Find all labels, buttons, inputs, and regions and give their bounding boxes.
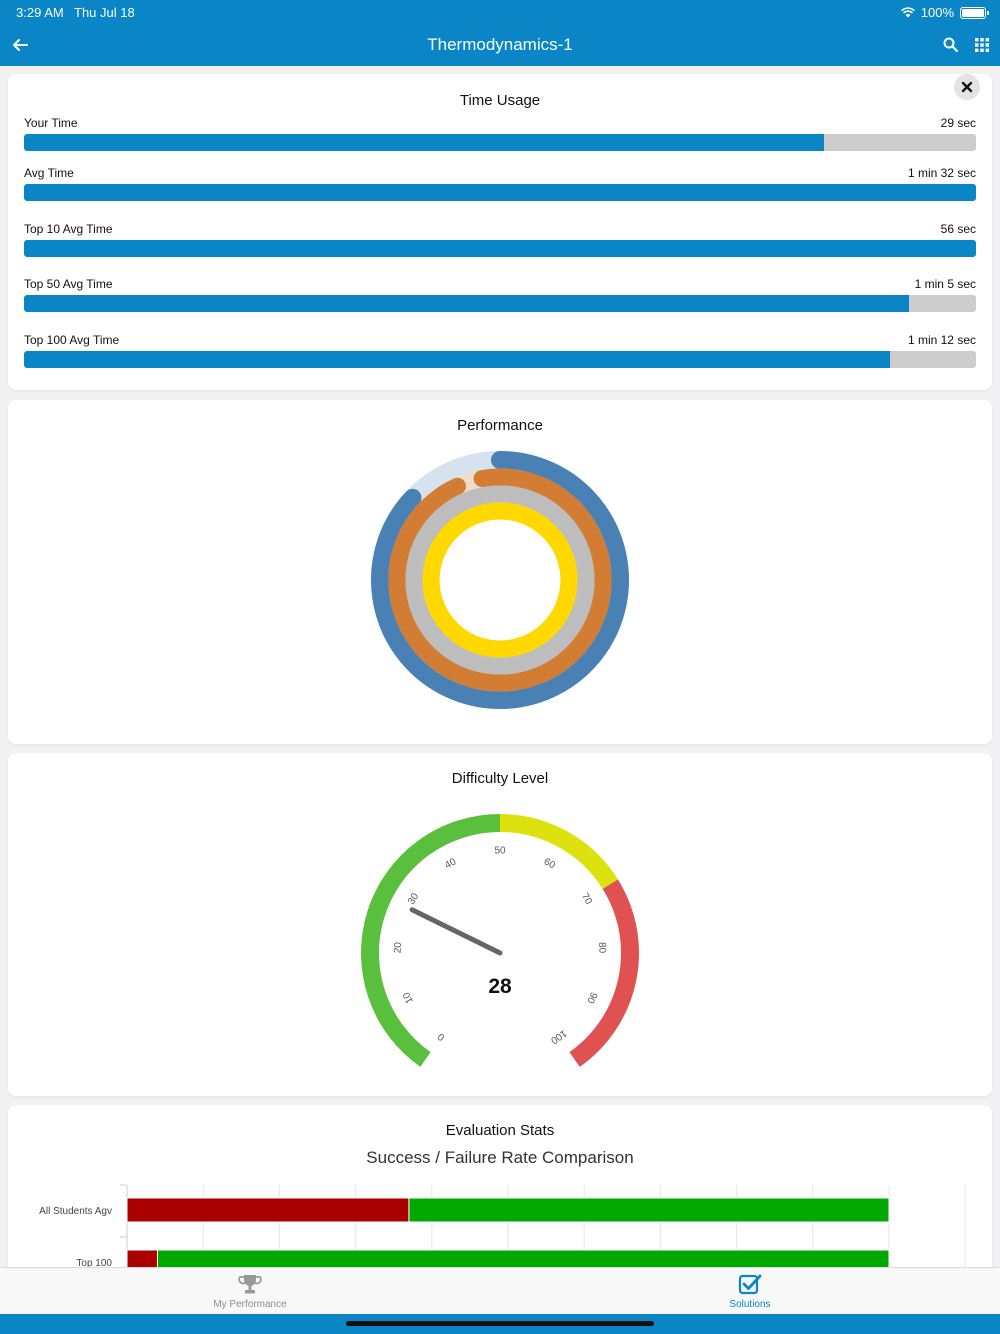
difficulty-gauge: 0 10 20 30 40 50 60 70 80 90 100 28 [361, 814, 639, 1067]
time-row-value: 1 min 32 sec [907, 166, 976, 180]
nav-bar: Thermodynamics-1 [0, 24, 1000, 66]
time-row-label: Top 10 Avg Time [24, 222, 113, 236]
chart-category-label: All Students Agv [39, 1206, 112, 1217]
wifi-icon [900, 7, 915, 18]
time-row-value: 29 sec [940, 116, 976, 130]
time-row-label: Avg Time [24, 166, 74, 180]
performance-title: Performance [457, 417, 543, 434]
performance-ring [405, 485, 595, 675]
gauge-tick-label: 80 [596, 942, 608, 954]
close-icon [961, 81, 973, 93]
tab-label: My Performance [213, 1299, 287, 1310]
trophy-icon [238, 1275, 262, 1294]
performance-rings [371, 451, 629, 709]
time-row-track [24, 295, 976, 312]
gauge-tick-label: 50 [494, 846, 506, 857]
status-bar: 3:29 AM Thu Jul 18 100% [0, 0, 1000, 24]
chart-bar [408, 1197, 890, 1223]
time-row-label: Your Time [24, 116, 78, 130]
gauge-tick-label: 70 [579, 891, 594, 907]
tab-label: Solutions [729, 1299, 771, 1310]
evaluation-card: Evaluation Stats Success / Failure Rate … [8, 1105, 992, 1275]
chart-bar [156, 1249, 890, 1267]
gauge-value: 28 [488, 975, 512, 998]
gauge-band [499, 814, 618, 890]
page-title: Thermodynamics-1 [427, 35, 573, 54]
gauge-tick-label: 40 [443, 856, 458, 871]
gauge-band [569, 879, 639, 1067]
gauge-needle [409, 907, 503, 956]
time-row-track [24, 134, 976, 151]
tab-solutions[interactable]: Solutions [650, 1268, 850, 1315]
time-row-value: 1 min 12 sec [907, 333, 976, 347]
time-usage-title: Time Usage [459, 92, 541, 109]
time-row-bar [24, 351, 891, 368]
time-row-value: 56 sec [940, 222, 976, 236]
time-row-bar [24, 134, 824, 151]
status-date: Thu Jul 18 [74, 5, 135, 20]
evaluation-title: Evaluation Stats [445, 1122, 555, 1139]
time-row-value: 1 min 5 sec [914, 277, 976, 291]
evaluation-chart: All Students Agv Top 100 [39, 1184, 966, 1267]
difficulty-title: Difficulty Level [451, 770, 549, 787]
time-row-track [24, 351, 976, 368]
gauge-tick-label: 100 [548, 1027, 568, 1046]
battery-icon [960, 6, 989, 19]
time-row-track [24, 240, 976, 257]
time-usage-card: Time Usage Your Time 29 sec Avg Time 1 m… [8, 74, 992, 390]
home-indicator-bar [0, 1314, 1000, 1334]
tab-bar: My Performance Solutions [0, 1267, 1000, 1314]
gauge-tick-label: 30 [406, 891, 421, 907]
grid-icon[interactable] [974, 37, 990, 53]
gauge-tick-label: 90 [584, 990, 599, 1005]
chart-bar [126, 1197, 410, 1223]
chart-bar [126, 1249, 158, 1267]
gauge-tick-label: 0 [436, 1030, 447, 1042]
status-time: 3:29 AM [16, 5, 64, 20]
time-row-label: Top 50 Avg Time [24, 277, 113, 291]
time-row-bar [24, 240, 976, 257]
difficulty-card: Difficulty Level 0 10 20 30 40 50 60 70 80 90 100 2… [8, 753, 992, 1096]
tab-my-performance[interactable]: My Performance [150, 1268, 350, 1315]
status-right: 100% [900, 5, 989, 20]
time-row-bar [24, 295, 910, 312]
time-row-label: Top 100 Avg Time [24, 333, 120, 347]
performance-card: Performance [8, 400, 992, 744]
performance-ring [371, 451, 629, 709]
battery-percent: 100% [920, 5, 954, 20]
evaluation-subtitle: Success / Failure Rate Comparison [366, 1148, 634, 1167]
performance-ring [422, 502, 578, 658]
arrow-left-icon[interactable] [8, 33, 32, 57]
close-button[interactable] [954, 74, 980, 100]
performance-ring [388, 468, 612, 692]
gauge-tick-label: 10 [401, 990, 416, 1005]
home-indicator [346, 1321, 654, 1326]
gauge-band [361, 814, 501, 1067]
chart-category-label: Top 100 [76, 1258, 112, 1267]
search-icon[interactable] [942, 36, 960, 54]
time-row-bar [24, 184, 976, 201]
gauge-tick-label: 20 [392, 941, 404, 953]
time-row-track [24, 184, 976, 201]
gauge-tick-label: 60 [542, 856, 557, 871]
checkbox-icon [738, 1274, 762, 1295]
